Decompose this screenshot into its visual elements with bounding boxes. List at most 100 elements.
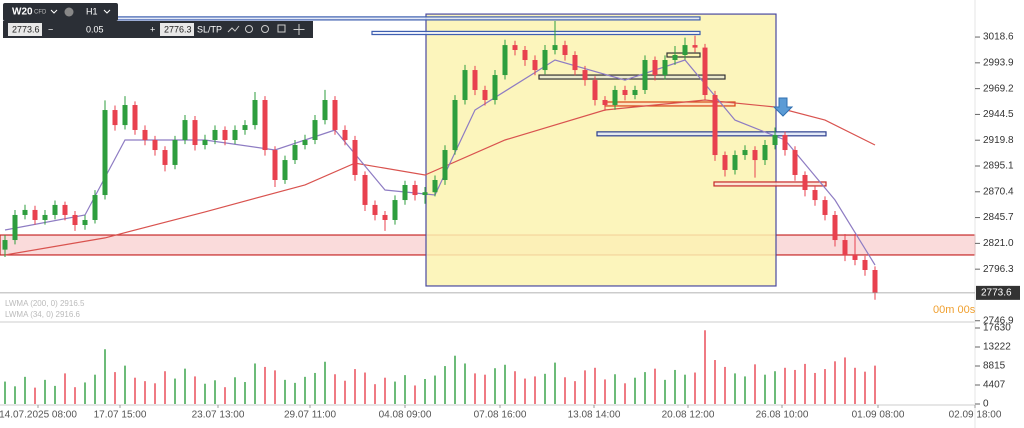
candles <box>2 20 878 404</box>
volume-bar <box>194 376 196 404</box>
toolbar-top <box>3 3 118 21</box>
fit-icon[interactable] <box>277 24 286 33</box>
volume-bar <box>354 369 356 404</box>
candle-body <box>42 214 48 220</box>
bid-box[interactable] <box>8 23 42 36</box>
candle-body <box>872 270 878 293</box>
volume-bar <box>504 364 506 404</box>
volume-bar <box>844 357 846 404</box>
volume-bar <box>284 379 286 404</box>
x-tick-label: 13.08 14:00 <box>568 410 621 421</box>
volume-bar <box>724 366 726 404</box>
ask-box[interactable] <box>160 23 194 36</box>
candle-body <box>722 155 728 170</box>
y-tick-label: 3018.6 <box>983 32 1014 43</box>
zone <box>713 181 827 187</box>
volume-bar <box>594 367 596 404</box>
volume-bar <box>224 387 226 404</box>
chevron[interactable] <box>50 9 58 14</box>
volume-bar <box>574 381 576 404</box>
volume-bar <box>364 372 366 404</box>
sltp[interactable]: SL/TP <box>197 24 222 34</box>
indicator-icon[interactable] <box>227 25 240 33</box>
volume-bar <box>514 371 516 404</box>
candle-body <box>72 214 78 225</box>
candle-body <box>822 200 828 215</box>
candle-body <box>352 140 358 175</box>
candle-body <box>312 120 318 140</box>
volume-bar <box>124 365 126 404</box>
x-tick-label: 02.09 18:00 <box>949 410 1002 421</box>
bid[interactable]: 2773.6 <box>12 24 40 34</box>
chevron[interactable] <box>103 9 111 14</box>
volume-bar <box>434 375 436 404</box>
volume-bar <box>254 363 256 404</box>
y-tick-label: 2870.4 <box>983 186 1014 197</box>
toolbar: W20 CFD H1 2773.6 − 0.05 + 2776.3 SL/TP <box>3 3 313 38</box>
candle-body <box>412 185 418 196</box>
candle-body <box>522 49 528 61</box>
candle-body <box>382 214 388 220</box>
volume-bar <box>614 374 616 404</box>
ask[interactable]: 2776.3 <box>164 24 192 34</box>
candle-body <box>192 120 198 146</box>
drawings <box>0 13 976 287</box>
x-tick-label: 29.07 11:00 <box>284 410 337 421</box>
volume-bar <box>734 373 736 404</box>
plus[interactable]: + <box>150 24 155 34</box>
candle-body <box>592 80 598 101</box>
volume-bar <box>604 379 606 404</box>
candle-body <box>642 60 648 90</box>
zoom-out-icon[interactable] <box>261 25 269 33</box>
volume-bar <box>114 372 116 404</box>
info-icon[interactable] <box>64 7 74 17</box>
candle-body <box>262 100 268 151</box>
candle-body <box>52 204 58 215</box>
candle-body <box>472 70 478 90</box>
candle-body <box>112 110 118 126</box>
candle-body <box>92 195 98 220</box>
volume-bar <box>754 364 756 404</box>
volume-bar <box>234 377 236 404</box>
y-tick-label: 2821.0 <box>983 238 1014 249</box>
y-tick-label: 2845.7 <box>983 212 1014 223</box>
volume-bar <box>694 372 696 404</box>
candle-body <box>542 49 548 71</box>
candle-body <box>102 110 108 196</box>
volume-bar <box>154 383 156 404</box>
volume-bar <box>864 371 866 404</box>
candle-body <box>862 259 868 270</box>
zone <box>596 131 827 137</box>
candle-body <box>432 179 438 193</box>
volume-tick-label: 13222 <box>983 342 1011 353</box>
candle-body <box>502 45 508 76</box>
candle-body <box>232 129 238 140</box>
minus[interactable]: − <box>48 24 53 34</box>
volume-bar <box>304 376 306 404</box>
zoom-in-icon[interactable] <box>245 25 253 33</box>
y-tick-label: 2895.1 <box>983 161 1014 172</box>
candle-body <box>292 145 298 161</box>
candle-body <box>362 174 368 205</box>
volume-bar <box>174 378 176 404</box>
candle-body <box>202 140 208 146</box>
volume-bar <box>74 387 76 404</box>
candle-body <box>792 150 798 175</box>
symbol[interactable]: W20 <box>12 7 33 18</box>
volume-bar <box>784 367 786 404</box>
move-icon[interactable] <box>293 24 305 35</box>
volume-bar <box>414 385 416 404</box>
y-tick-label: 2993.9 <box>983 57 1014 68</box>
volume-bar <box>374 384 376 404</box>
candle-body <box>242 125 248 130</box>
volume-bar <box>794 369 796 404</box>
step[interactable]: 0.05 <box>86 24 104 34</box>
volume-bar <box>664 379 666 404</box>
timeframe[interactable]: H1 <box>86 6 98 16</box>
candle-body <box>142 129 148 140</box>
y-tick-label: 2746.9 <box>983 315 1014 326</box>
volume-bar <box>554 362 556 404</box>
x-tick-label: 26.08 10:00 <box>756 410 809 421</box>
candle-body <box>462 70 468 101</box>
volume-bar <box>824 369 826 404</box>
